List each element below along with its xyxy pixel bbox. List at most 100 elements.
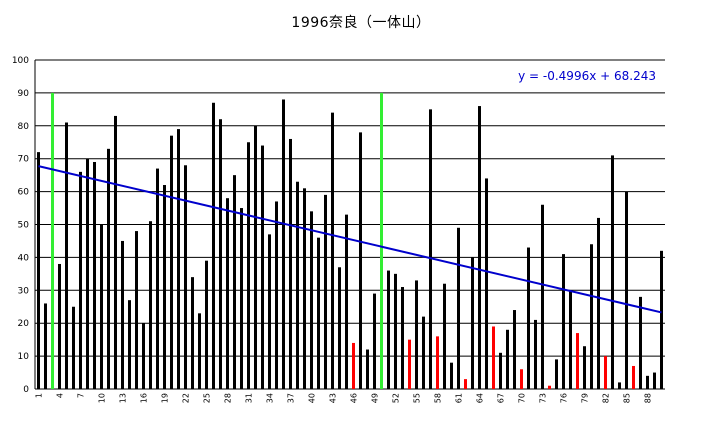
bar [485, 178, 488, 389]
bar [205, 260, 208, 389]
x-tick-label: 61 [455, 393, 464, 403]
bar [149, 221, 152, 389]
bar [394, 273, 397, 389]
x-tick-label: 1 [35, 393, 44, 398]
bar [436, 336, 439, 389]
bar [303, 188, 306, 389]
x-tick-label: 40 [308, 393, 317, 403]
bar [191, 277, 194, 389]
bar [170, 135, 173, 389]
x-tick-label: 37 [287, 393, 296, 403]
bar [576, 333, 579, 389]
bar [72, 306, 75, 389]
bar [177, 129, 180, 389]
x-tick-label: 16 [140, 393, 149, 403]
bar [597, 217, 600, 389]
bar [639, 296, 642, 389]
x-tick-label: 64 [476, 393, 485, 403]
bar [527, 247, 530, 389]
trendline [38, 165, 662, 314]
bar [233, 175, 236, 389]
bar [513, 310, 516, 389]
bar [345, 214, 348, 389]
y-tick-label: 40 [18, 253, 30, 263]
y-tick-label: 10 [18, 352, 30, 362]
bar [331, 112, 334, 389]
bar [401, 287, 404, 389]
bar [471, 257, 474, 389]
bar [240, 208, 243, 389]
bar [212, 102, 215, 390]
bar [429, 109, 432, 389]
bar [548, 385, 551, 389]
x-tick-label: 4 [56, 393, 65, 398]
bar [275, 201, 278, 389]
bar [387, 270, 390, 389]
x-tick-label: 73 [539, 393, 548, 403]
x-tick-label: 25 [203, 393, 212, 403]
bar [366, 349, 369, 389]
bar [65, 122, 68, 389]
bar [184, 165, 187, 389]
x-tick-label: 52 [392, 393, 401, 403]
bar [555, 359, 558, 389]
bar [219, 119, 222, 389]
x-tick-label: 70 [518, 393, 527, 403]
x-tick-label: 28 [224, 393, 233, 403]
y-tick-label: 70 [18, 155, 30, 165]
bar [51, 92, 54, 390]
x-tick-label: 46 [350, 393, 359, 403]
bar [261, 145, 264, 389]
bar [289, 138, 292, 389]
bar [611, 155, 614, 389]
x-tick-label: 34 [266, 393, 275, 403]
y-tick-label: 20 [18, 319, 30, 329]
bar [604, 356, 607, 389]
bar [653, 372, 656, 389]
y-tick-label: 90 [18, 89, 30, 99]
x-tick-label: 55 [413, 393, 422, 403]
bar [492, 326, 495, 389]
bar [380, 92, 383, 390]
y-tick-label: 100 [12, 56, 29, 66]
bar [296, 181, 299, 389]
bar [135, 231, 138, 389]
bar [310, 211, 313, 389]
y-tick-label: 50 [18, 221, 30, 231]
bar [443, 283, 446, 389]
bar [408, 339, 411, 389]
x-tick-label: 67 [497, 393, 506, 403]
bar [646, 375, 649, 389]
bar [44, 303, 47, 389]
bar [464, 379, 467, 389]
bar [541, 204, 544, 389]
bar [422, 316, 425, 389]
trendline-equation: y = -0.4996x + 68.243 [518, 69, 656, 83]
y-tick-label: 30 [18, 286, 30, 296]
bar [86, 158, 89, 389]
bar [142, 323, 145, 389]
bar [583, 346, 586, 389]
x-tick-label: 58 [434, 393, 443, 403]
x-tick-label: 82 [602, 393, 611, 403]
bar [282, 99, 285, 389]
bar [37, 152, 40, 389]
y-tick-label: 0 [23, 385, 29, 395]
x-tick-label: 43 [329, 393, 338, 403]
bar [198, 313, 201, 389]
bar [226, 198, 229, 389]
x-tick-label: 10 [98, 393, 107, 403]
x-tick-label: 19 [161, 393, 170, 403]
chart-title: 1996奈良（一体山） [291, 15, 431, 31]
bar [93, 161, 96, 389]
bar [618, 382, 621, 389]
bar [359, 132, 362, 389]
bar [79, 171, 82, 389]
bar [352, 342, 355, 389]
bar [100, 224, 103, 389]
bar [373, 293, 376, 389]
y-tick-label: 60 [18, 188, 30, 198]
x-tick-label: 79 [581, 393, 590, 403]
